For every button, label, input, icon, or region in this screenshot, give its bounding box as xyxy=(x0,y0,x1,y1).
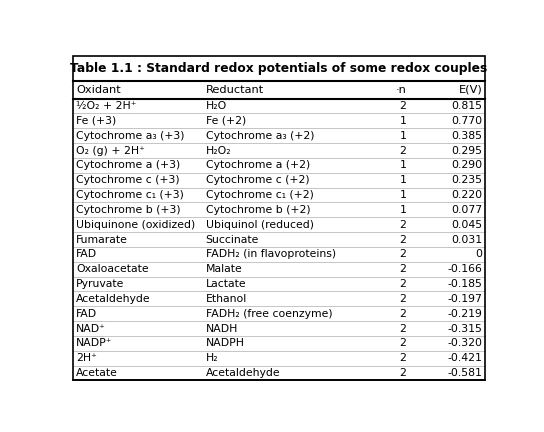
Text: O₂ (g) + 2H⁺: O₂ (g) + 2H⁺ xyxy=(76,146,145,156)
Text: 0.220: 0.220 xyxy=(452,190,483,200)
Text: 2: 2 xyxy=(399,279,406,289)
Text: 0.235: 0.235 xyxy=(452,175,483,185)
Text: FADH₂ (in flavoproteins): FADH₂ (in flavoproteins) xyxy=(206,249,336,259)
Text: 2: 2 xyxy=(399,324,406,334)
Text: Ubiquinone (oxidized): Ubiquinone (oxidized) xyxy=(76,220,195,230)
Text: Acetaldehyde: Acetaldehyde xyxy=(76,294,151,304)
Text: 0.815: 0.815 xyxy=(452,101,483,111)
Text: Ubiquinol (reduced): Ubiquinol (reduced) xyxy=(206,220,314,230)
Text: 1: 1 xyxy=(399,190,406,200)
Text: -0.197: -0.197 xyxy=(448,294,483,304)
Text: H₂O₂: H₂O₂ xyxy=(206,146,231,156)
Text: ·n: ·n xyxy=(395,85,406,95)
Text: 1: 1 xyxy=(399,160,406,170)
Text: E(V): E(V) xyxy=(459,85,483,95)
Text: Ethanol: Ethanol xyxy=(206,294,247,304)
Text: 2: 2 xyxy=(399,338,406,348)
Text: -0.581: -0.581 xyxy=(448,368,483,378)
Text: 2: 2 xyxy=(399,220,406,230)
Text: Acetaldehyde: Acetaldehyde xyxy=(206,368,280,378)
Text: Oxaloacetate: Oxaloacetate xyxy=(76,264,149,274)
Text: 1: 1 xyxy=(399,175,406,185)
Text: 2: 2 xyxy=(399,249,406,259)
Text: Cytochrome a (+3): Cytochrome a (+3) xyxy=(76,160,180,170)
Text: 2: 2 xyxy=(399,353,406,363)
Text: 2H⁺: 2H⁺ xyxy=(76,353,97,363)
Text: 0.295: 0.295 xyxy=(452,146,483,156)
Text: H₂O: H₂O xyxy=(206,101,227,111)
Text: -0.166: -0.166 xyxy=(448,264,483,274)
Text: FAD: FAD xyxy=(76,309,97,319)
Text: Cytochrome b (+2): Cytochrome b (+2) xyxy=(206,205,310,215)
Text: 1: 1 xyxy=(399,131,406,141)
Text: 2: 2 xyxy=(399,264,406,274)
Text: Succinate: Succinate xyxy=(206,235,259,245)
Text: 1: 1 xyxy=(399,116,406,126)
Text: -0.421: -0.421 xyxy=(448,353,483,363)
Text: Fe (+3): Fe (+3) xyxy=(76,116,116,126)
Text: Oxidant: Oxidant xyxy=(76,85,121,95)
Text: Acetate: Acetate xyxy=(76,368,118,378)
Text: Table 1.1 : Standard redox potentials of some redox couples: Table 1.1 : Standard redox potentials of… xyxy=(70,62,487,75)
Text: Reductant: Reductant xyxy=(206,85,264,95)
Text: H₂: H₂ xyxy=(206,353,218,363)
Text: FAD: FAD xyxy=(76,249,97,259)
Text: NAD⁺: NAD⁺ xyxy=(76,324,106,334)
Text: 2: 2 xyxy=(399,101,406,111)
Text: 0.385: 0.385 xyxy=(452,131,483,141)
Text: 2: 2 xyxy=(399,294,406,304)
Text: -0.315: -0.315 xyxy=(448,324,483,334)
Text: 2: 2 xyxy=(399,309,406,319)
Text: Cytochrome b (+3): Cytochrome b (+3) xyxy=(76,205,181,215)
Text: Cytochrome a₃ (+2): Cytochrome a₃ (+2) xyxy=(206,131,314,141)
Text: Fumarate: Fumarate xyxy=(76,235,128,245)
Text: 2: 2 xyxy=(399,368,406,378)
Text: Cytochrome a (+2): Cytochrome a (+2) xyxy=(206,160,310,170)
Text: 0: 0 xyxy=(475,249,483,259)
Bar xyxy=(73,56,485,81)
Text: NADP⁺: NADP⁺ xyxy=(76,338,113,348)
Text: Cytochrome c (+3): Cytochrome c (+3) xyxy=(76,175,180,185)
Text: -0.185: -0.185 xyxy=(448,279,483,289)
Text: 0.770: 0.770 xyxy=(452,116,483,126)
Text: NADPH: NADPH xyxy=(206,338,245,348)
Text: -0.219: -0.219 xyxy=(448,309,483,319)
Text: NADH: NADH xyxy=(206,324,238,334)
Text: Cytochrome c₁ (+3): Cytochrome c₁ (+3) xyxy=(76,190,184,200)
Text: -0.320: -0.320 xyxy=(447,338,483,348)
Text: Malate: Malate xyxy=(206,264,243,274)
Text: 0.077: 0.077 xyxy=(452,205,483,215)
Text: FADH₂ (free coenzyme): FADH₂ (free coenzyme) xyxy=(206,309,332,319)
Text: Cytochrome c (+2): Cytochrome c (+2) xyxy=(206,175,309,185)
Text: 0.045: 0.045 xyxy=(452,220,483,230)
Text: 0.290: 0.290 xyxy=(452,160,483,170)
Text: 1: 1 xyxy=(399,205,406,215)
Text: Pyruvate: Pyruvate xyxy=(76,279,125,289)
Text: 0.031: 0.031 xyxy=(452,235,483,245)
Text: Cytochrome c₁ (+2): Cytochrome c₁ (+2) xyxy=(206,190,313,200)
Text: 2: 2 xyxy=(399,235,406,245)
Text: 2: 2 xyxy=(399,146,406,156)
Text: Lactate: Lactate xyxy=(206,279,246,289)
Text: Fe (+2): Fe (+2) xyxy=(206,116,246,126)
Text: Cytochrome a₃ (+3): Cytochrome a₃ (+3) xyxy=(76,131,184,141)
Text: ½O₂ + 2H⁺: ½O₂ + 2H⁺ xyxy=(76,101,137,111)
